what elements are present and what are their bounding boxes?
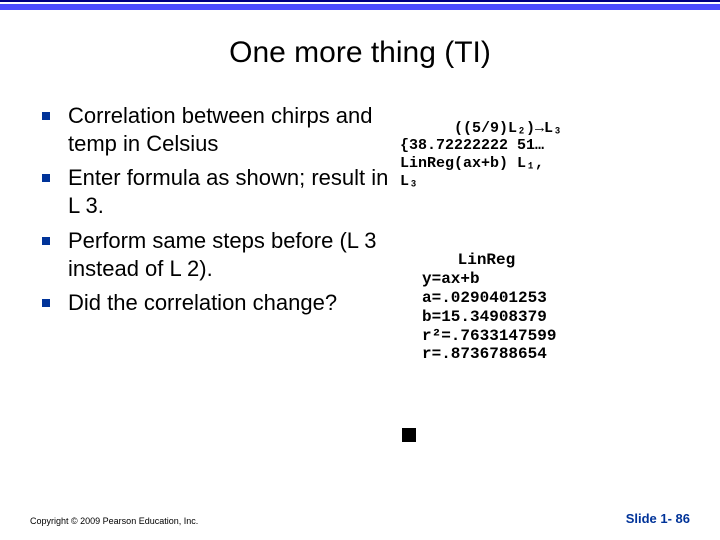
calc-line: r²=.7633147599: [422, 327, 680, 346]
left-column: Correlation between chirps and temp in C…: [30, 102, 390, 447]
calc-line: b=15.34908379: [422, 308, 680, 327]
copyright-text: Copyright © 2009 Pearson Education, Inc.: [30, 516, 198, 526]
calc-line: {38.72222222 51…: [400, 137, 544, 154]
black-square-icon: [402, 428, 416, 442]
content-area: Correlation between chirps and temp in C…: [0, 102, 720, 447]
calc-line: r=.8736788654: [422, 345, 680, 364]
calc-line: ((5/9)L₂)→L₃: [454, 120, 562, 137]
calculator-screen-2: LinReg y=ax+ba=.0290401253b=15.34908379r…: [400, 232, 680, 402]
calculator-screen-1: ((5/9)L₂)→L₃ {38.72222222 51… LinReg(ax+…: [400, 102, 680, 208]
bullet-item: Enter formula as shown; result in L 3.: [48, 164, 390, 220]
calc-line: y=ax+b: [422, 270, 680, 289]
slide-number: Slide 1- 86: [626, 511, 690, 526]
calc-line: a=.0290401253: [422, 289, 680, 308]
calc-line: L₃: [400, 173, 418, 190]
bullet-item: Did the correlation change?: [48, 289, 390, 317]
top-border-band: [0, 0, 720, 10]
calc-line: LinReg(ax+b) L₁,: [400, 155, 544, 172]
calc-line: LinReg: [458, 251, 516, 269]
bullet-item: Correlation between chirps and temp in C…: [48, 102, 390, 158]
thick-line: [0, 4, 720, 10]
footer: Copyright © 2009 Pearson Education, Inc.…: [30, 511, 690, 526]
slide-title: One more thing (TI): [0, 36, 720, 70]
thin-line: [0, 0, 720, 2]
right-column: ((5/9)L₂)→L₃ {38.72222222 51… LinReg(ax+…: [400, 102, 680, 447]
bullet-list: Correlation between chirps and temp in C…: [30, 102, 390, 317]
bullet-item: Perform same steps before (L 3 instead o…: [48, 227, 390, 283]
